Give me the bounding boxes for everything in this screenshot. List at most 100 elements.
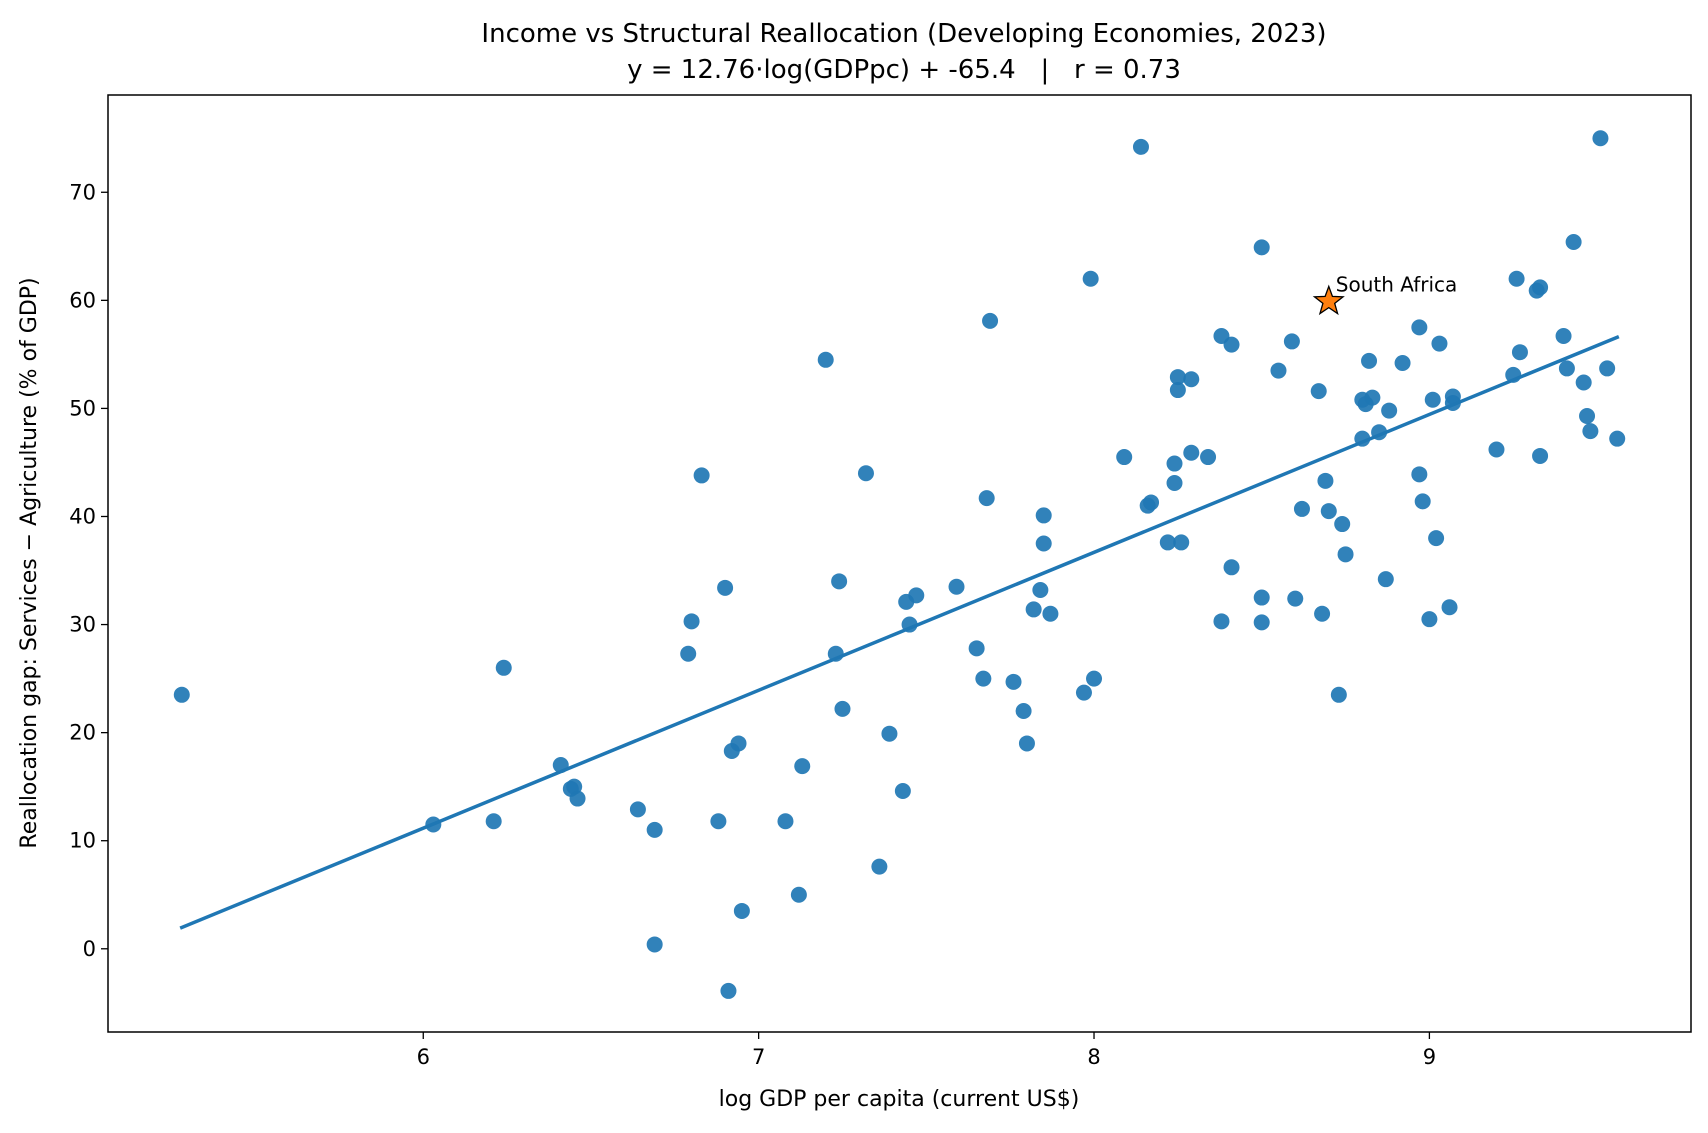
data-point (1018, 735, 1035, 752)
data-point (975, 670, 992, 687)
data-point (733, 902, 750, 919)
data-point (1565, 233, 1582, 250)
data-point (710, 813, 727, 830)
data-point (1293, 500, 1310, 517)
data-point (1223, 336, 1240, 353)
data-point (1025, 601, 1042, 618)
data-point (1599, 360, 1616, 377)
data-point (1334, 516, 1351, 533)
data-point (1035, 507, 1052, 524)
data-point (1116, 449, 1133, 466)
data-point (1183, 371, 1200, 388)
data-point (881, 725, 898, 742)
data-point (1330, 686, 1347, 703)
data-point (1411, 319, 1428, 336)
x-tick-label: 6 (417, 1045, 430, 1069)
data-point (720, 982, 737, 999)
y-tick-label: 60 (69, 288, 96, 312)
data-point (1270, 362, 1287, 379)
data-point (173, 686, 190, 703)
data-point (646, 821, 663, 838)
data-point (1575, 374, 1592, 391)
data-point (1532, 279, 1549, 296)
data-point (777, 813, 794, 830)
y-tick-label: 70 (69, 180, 96, 204)
data-point (1377, 571, 1394, 588)
data-point (831, 573, 848, 590)
data-point (1253, 614, 1270, 631)
data-point (1310, 383, 1327, 400)
data-point (1173, 534, 1190, 551)
regression-line (179, 334, 1620, 930)
y-tick-label: 40 (69, 504, 96, 528)
data-point (1253, 239, 1270, 256)
data-point (978, 490, 995, 507)
x-axis-label: log GDP per capita (current US$) (719, 1087, 1080, 1112)
data-point (1421, 611, 1438, 628)
data-point (1320, 503, 1337, 520)
data-point (1532, 447, 1549, 464)
x-tick-label: 9 (1423, 1045, 1436, 1069)
data-point (693, 467, 710, 484)
y-tick-label: 50 (69, 396, 96, 420)
data-point (1411, 466, 1428, 483)
data-point (1253, 589, 1270, 606)
data-point (982, 312, 999, 329)
data-point (1364, 389, 1381, 406)
data-point (1508, 270, 1525, 287)
data-point (1005, 673, 1022, 690)
data-point (857, 465, 874, 482)
x-tick-label: 8 (1087, 1045, 1100, 1069)
data-point (1431, 335, 1448, 352)
data-point (1317, 472, 1334, 489)
y-tick-label: 0 (83, 937, 96, 961)
data-point (1314, 605, 1331, 622)
regression-line-group (179, 334, 1620, 930)
data-point (1075, 684, 1092, 701)
data-point (717, 579, 734, 596)
data-point (1169, 382, 1186, 399)
data-point (1159, 534, 1176, 551)
data-point (1444, 388, 1461, 405)
highlight-group: South Africa (1312, 272, 1457, 316)
data-point (1042, 605, 1059, 622)
data-point (1032, 581, 1049, 598)
data-point (1143, 494, 1160, 511)
data-point (1424, 391, 1441, 408)
data-point (1381, 402, 1398, 419)
data-point (894, 782, 911, 799)
data-point (908, 587, 925, 604)
highlight-star-marker (1312, 284, 1345, 316)
y-tick-label: 20 (69, 721, 96, 745)
data-point (1428, 530, 1445, 547)
data-point (1283, 333, 1300, 350)
data-point (495, 659, 512, 676)
data-point (646, 936, 663, 953)
data-point (1361, 352, 1378, 369)
y-axis-label: Reallocation gap: Services − Agriculture… (17, 277, 42, 848)
data-point (1394, 355, 1411, 372)
data-point (1015, 703, 1032, 720)
data-point (1558, 360, 1575, 377)
chart-title: Income vs Structural Reallocation (Devel… (481, 19, 1326, 49)
data-point (1169, 369, 1186, 386)
data-point (1609, 430, 1626, 447)
data-point (1132, 138, 1149, 155)
data-point (1082, 270, 1099, 287)
x-tick-label: 7 (752, 1045, 765, 1069)
data-point (1213, 613, 1230, 630)
data-points (173, 130, 1626, 999)
data-point (1035, 535, 1052, 552)
data-point (1582, 423, 1599, 440)
data-point (1166, 455, 1183, 472)
data-point (1555, 328, 1572, 345)
data-point (948, 578, 965, 595)
y-tick-label: 30 (69, 613, 96, 637)
data-point (569, 790, 586, 807)
data-point (1086, 670, 1103, 687)
data-point (1592, 130, 1609, 147)
data-point (1441, 599, 1458, 616)
data-point (683, 613, 700, 630)
